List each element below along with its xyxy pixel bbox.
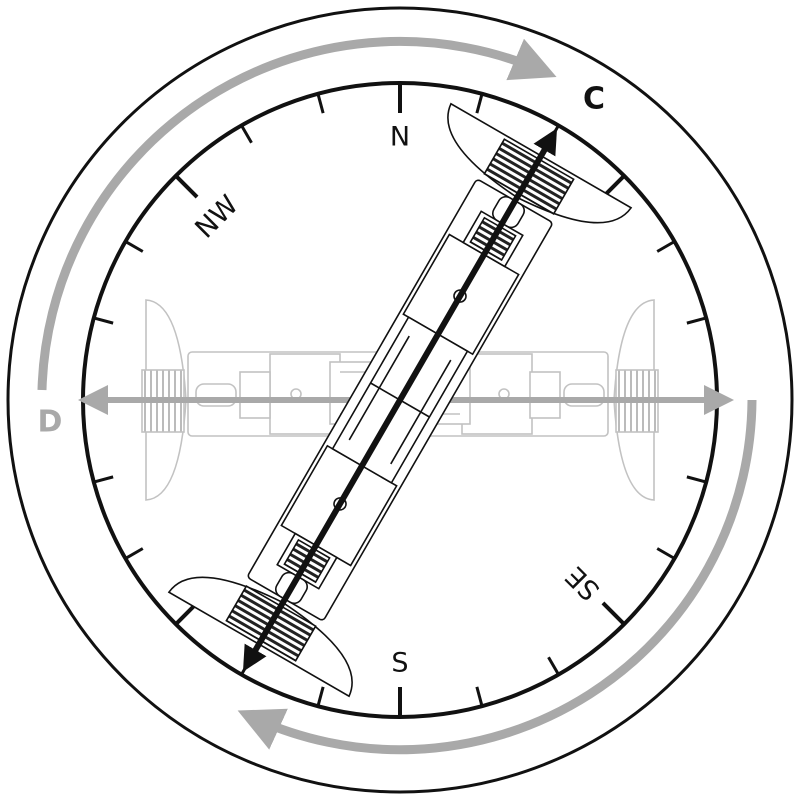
compass-tick (174, 174, 199, 199)
rotation-arrow-bottom (237, 399, 757, 755)
compass-tick (475, 686, 484, 707)
compass-label-north: N (390, 122, 410, 153)
compass-label-northwest: NW (189, 189, 244, 244)
compass-tick (316, 93, 325, 114)
desired-label: D (38, 405, 63, 440)
compass-tick (240, 124, 253, 144)
outer-ring (6, 6, 794, 794)
current-label: C (583, 82, 605, 117)
compass-label-south: S (391, 648, 408, 679)
current-direction-arrow (242, 128, 558, 672)
compass-tick (601, 601, 626, 626)
compass-label-southeast: SE (560, 560, 606, 606)
compass-tick (656, 547, 676, 560)
compass-tick (656, 240, 676, 253)
compass-tick (93, 475, 114, 484)
compass-tick (475, 93, 484, 114)
compass-tick (124, 547, 144, 560)
rotation-arrow-top (37, 36, 557, 391)
compass-tick (93, 316, 114, 325)
compass-tick (686, 475, 707, 484)
compass-tick (547, 656, 560, 676)
compass-tick (124, 240, 144, 253)
compass-tick (316, 686, 325, 707)
compass-tick (686, 316, 707, 325)
